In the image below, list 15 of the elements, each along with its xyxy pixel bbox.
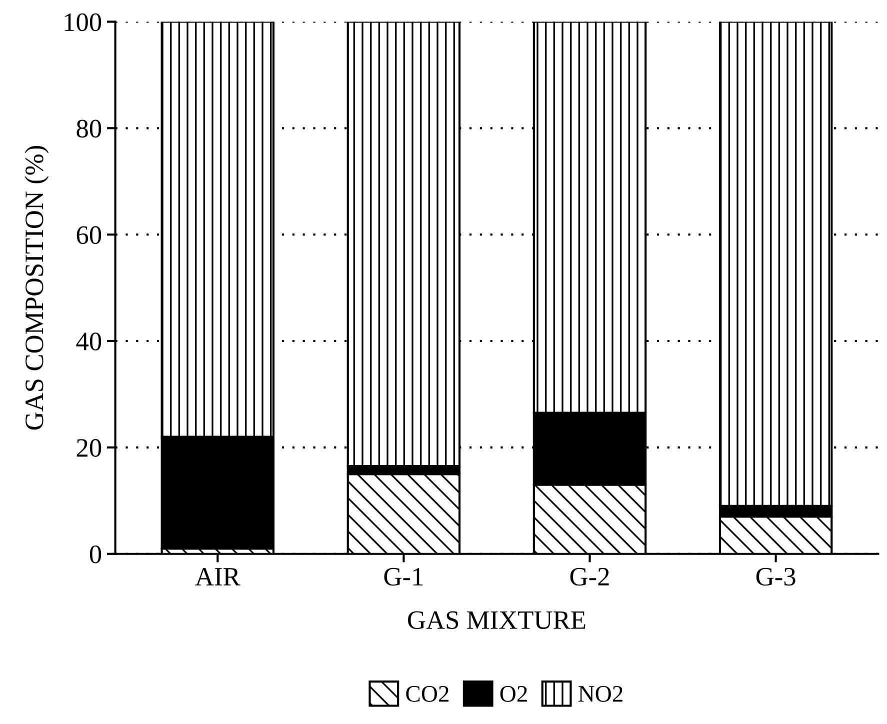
x-axis-title: GAS MIXTURE (408, 611, 586, 629)
x-tick-label: AIR (195, 568, 240, 586)
y-tick-label: 0 (90, 545, 102, 564)
x-tick-label: G-3 (756, 568, 796, 586)
y-tick-label: 80 (76, 120, 102, 138)
x-tick-label: G-2 (570, 568, 609, 586)
y-tick-label: 40 (76, 332, 102, 350)
y-tick-label: 100 (64, 13, 102, 32)
legend-label: CO2 (406, 686, 448, 702)
legend-label: O2 (500, 686, 527, 702)
legend-label: NO2 (578, 686, 622, 702)
x-tick-label: G-1 (384, 568, 423, 586)
y-axis-title: GAS COMPOSITION (%) (24, 146, 49, 430)
y-tick-label: 20 (76, 439, 102, 457)
y-tick-label: 60 (76, 226, 102, 244)
